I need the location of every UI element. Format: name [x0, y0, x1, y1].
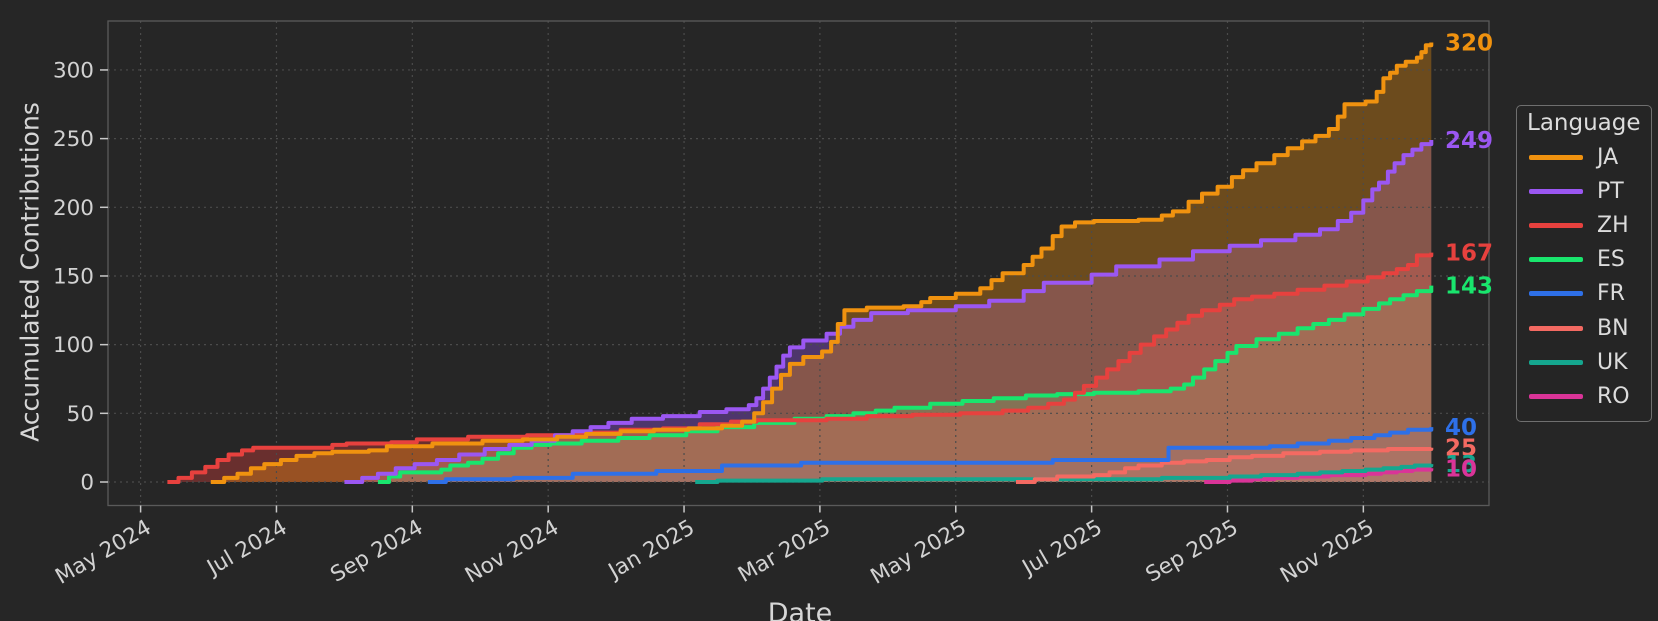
legend-swatch-BN — [1529, 325, 1583, 331]
legend-swatch-FR — [1529, 291, 1583, 297]
legend-item-label: UK — [1597, 349, 1628, 375]
end-label-JA: 320 — [1445, 30, 1493, 56]
legend-item-FR: FR — [1517, 277, 1651, 311]
end-label-RO: 10 — [1445, 456, 1477, 482]
x-tick-label: Jul 2024 — [201, 515, 291, 581]
end-label-UK: 13 — [1445, 452, 1477, 478]
x-tick-label: May 2024 — [51, 515, 155, 590]
legend-item-label: ZH — [1597, 212, 1629, 238]
legend-item-label: ES — [1597, 247, 1625, 273]
x-tick-label: May 2025 — [866, 515, 970, 590]
x-tick-label: Jan 2025 — [603, 515, 699, 585]
legend-item-UK: UK — [1517, 345, 1651, 379]
legend-item-label: JA — [1597, 144, 1619, 170]
series-fill-ES — [377, 285, 1432, 482]
y-tick-label: 300 — [53, 58, 94, 83]
legend-item-label: FR — [1597, 281, 1625, 307]
legend-item-label: RO — [1597, 383, 1630, 409]
series-fill-JA — [210, 42, 1432, 482]
legend-item-RO: RO — [1517, 379, 1651, 413]
legend-swatch-ES — [1529, 257, 1583, 263]
series-fill-ZH — [167, 252, 1432, 482]
series-line-ES — [377, 285, 1434, 484]
legend-swatch-JA — [1529, 154, 1583, 160]
series-line-RO — [1204, 467, 1434, 484]
legend-swatch-ZH — [1529, 222, 1583, 228]
series-line-FR — [427, 427, 1434, 484]
series-fill-FR — [427, 427, 1432, 482]
legend-swatch-RO — [1529, 393, 1583, 399]
y-tick-label: 0 — [80, 471, 94, 496]
legend-title: Language — [1527, 110, 1641, 136]
end-label-FR: 40 — [1445, 415, 1477, 441]
legend-item-BN: BN — [1517, 311, 1651, 345]
series-line-BN — [1016, 447, 1434, 484]
y-tick-label: 200 — [53, 196, 94, 221]
legend-item-label: PT — [1597, 178, 1624, 204]
y-tick-label: 100 — [53, 333, 94, 358]
series-line-PT — [344, 140, 1434, 484]
plot-spines — [107, 20, 1490, 507]
series-fill-RO — [1204, 468, 1432, 482]
legend-swatch-PT — [1529, 188, 1583, 194]
y-axis-title: Accumulated Contributions — [15, 102, 45, 442]
series-fills — [167, 42, 1432, 482]
end-label-ES: 143 — [1445, 274, 1493, 300]
x-tick-label: Sep 2024 — [326, 515, 427, 588]
legend-item-ES: ES — [1517, 243, 1651, 277]
tick-marks — [100, 69, 1365, 513]
legend-swatch-UK — [1529, 359, 1583, 365]
legend-item-JA: JA — [1517, 140, 1651, 174]
series-fill-PT — [344, 140, 1432, 482]
legend-item-ZH: ZH — [1517, 208, 1651, 242]
series-line-ZH — [167, 252, 1434, 484]
series-lines — [167, 42, 1434, 484]
end-label-PT: 249 — [1445, 128, 1493, 154]
y-tick-label: 150 — [53, 264, 94, 289]
legend: Language JA PT ZH ES FR BN UK RO — [1516, 105, 1652, 422]
end-label-ZH: 167 — [1445, 241, 1493, 267]
legend-item-label: BN — [1597, 315, 1629, 341]
x-tick-label: Mar 2025 — [734, 515, 835, 588]
x-tick-label: Nov 2024 — [461, 515, 563, 588]
series-line-JA — [210, 42, 1434, 484]
legend-item-PT: PT — [1517, 174, 1651, 208]
x-tick-label: Sep 2025 — [1142, 515, 1243, 588]
x-tick-label: Jul 2025 — [1017, 515, 1107, 581]
series-line-UK — [695, 463, 1434, 484]
y-tick-label: 250 — [53, 127, 94, 152]
end-label-BN: 25 — [1445, 436, 1477, 462]
x-axis-title: Date — [767, 598, 833, 621]
legend-items: JA PT ZH ES FR BN UK RO — [1517, 140, 1651, 414]
y-tick-label: 50 — [67, 402, 94, 427]
x-tick-label: Nov 2025 — [1276, 515, 1378, 588]
